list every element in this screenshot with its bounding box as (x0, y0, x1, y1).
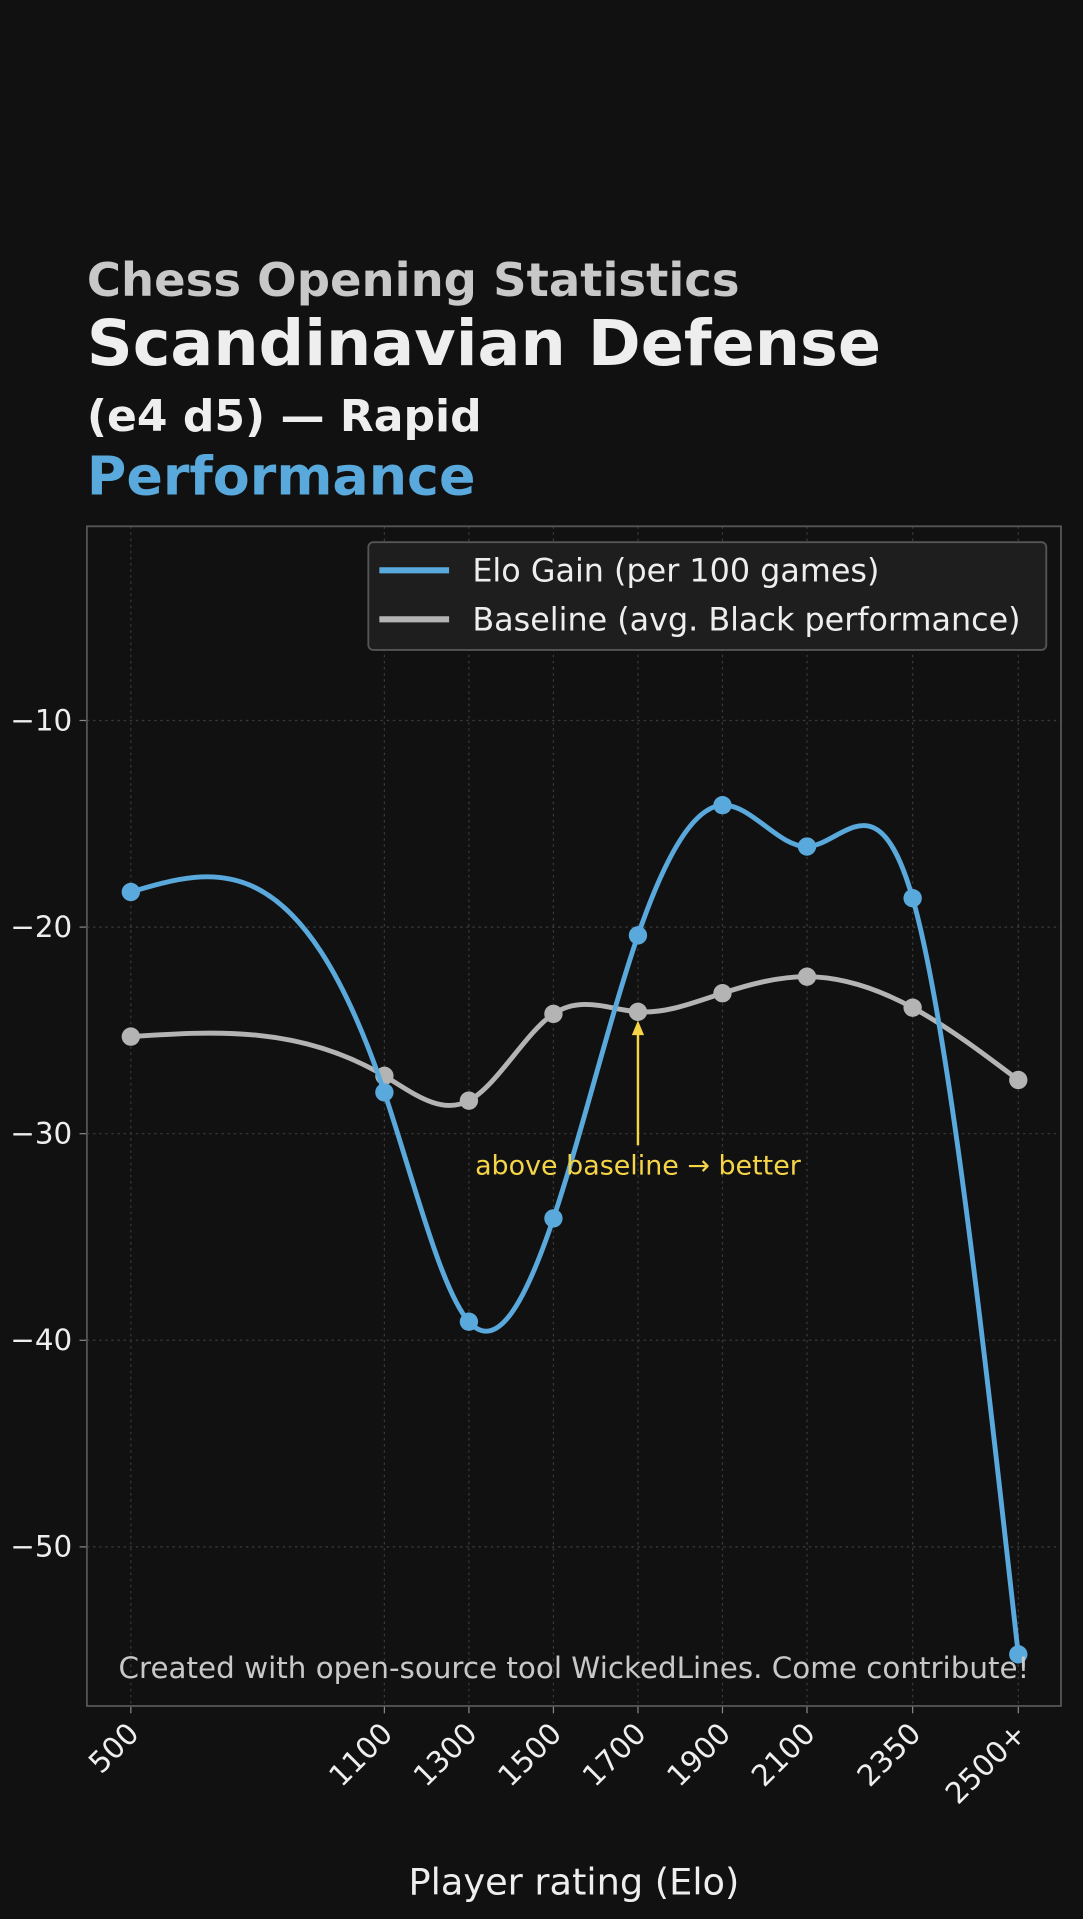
x-axis-label: Player rating (Elo) (409, 1860, 740, 1903)
title-highlight: Performance (87, 444, 476, 507)
data-point (459, 1091, 479, 1110)
data-point (1009, 1070, 1028, 1090)
y-tick-label: −10 (10, 703, 72, 737)
data-point (1009, 1645, 1028, 1664)
annotation-arrowhead (631, 1020, 645, 1036)
data-point (797, 837, 817, 856)
data-point (713, 984, 732, 1003)
annotation-text: above baseline → better (475, 1151, 802, 1182)
data-point (903, 998, 922, 1017)
y-tick-label: −40 (10, 1323, 72, 1357)
data-point (121, 1027, 141, 1046)
footer: Created with open-source tool WickedLine… (119, 1651, 1030, 1685)
data-point (459, 1312, 479, 1331)
legend-label: Elo Gain (per 100 games) (472, 551, 879, 589)
plot-frame (85, 525, 1062, 1707)
data-point (797, 967, 817, 986)
plot-background (86, 526, 1061, 1706)
data-point (544, 1209, 563, 1228)
legend-box (367, 541, 1048, 651)
data-point (628, 926, 648, 945)
data-point (628, 1002, 648, 1021)
y-tick-label: −30 (10, 1116, 72, 1150)
supertitle: Chess Opening Statistics (87, 253, 740, 307)
data-point (544, 1004, 563, 1024)
legend-label: Baseline (avg. Black performance) (472, 600, 1020, 638)
data-point (121, 882, 141, 902)
data-point (903, 888, 922, 908)
chart-title: Scandinavian Defense (87, 307, 881, 381)
y-tick-label: −50 (10, 1530, 72, 1564)
y-tick-label: −20 (10, 910, 72, 944)
subtitle: (e4 d5) — Rapid (87, 391, 482, 442)
data-point (713, 796, 732, 815)
data-point (375, 1083, 394, 1102)
